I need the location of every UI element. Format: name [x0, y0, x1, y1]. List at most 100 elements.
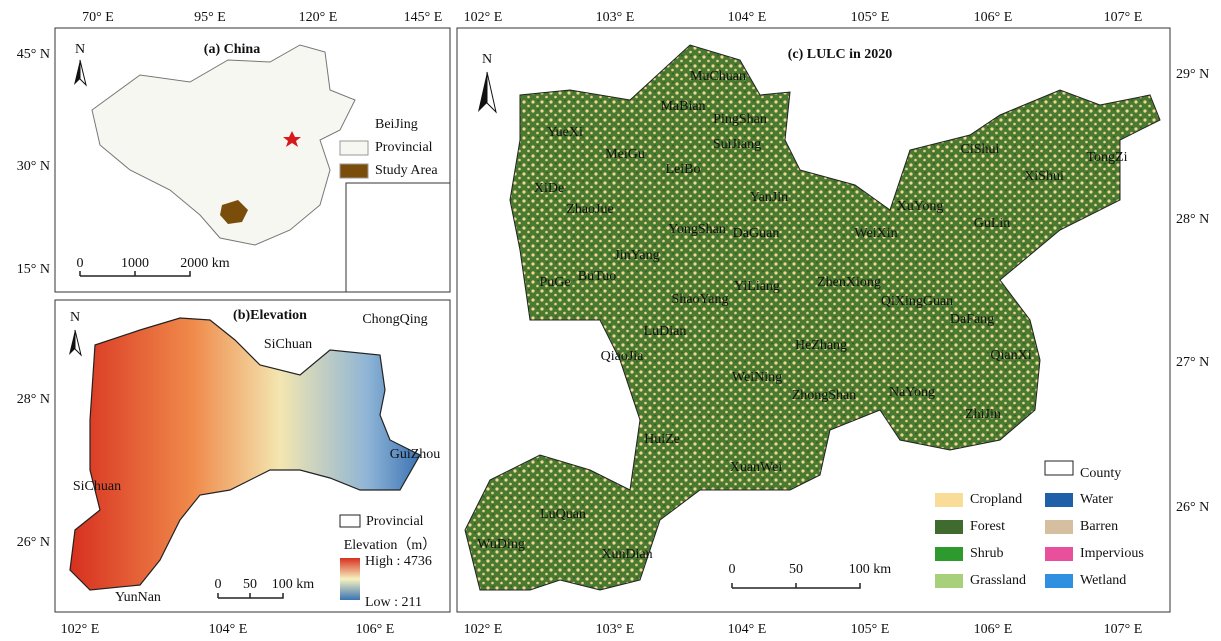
county-label: SuiJiang — [713, 137, 761, 152]
county-label: MuChuan — [690, 69, 746, 84]
legend-label: Impervious — [1080, 546, 1144, 561]
legend-label: Forest — [970, 519, 1005, 534]
legend-swatch — [1045, 520, 1073, 534]
county-label: QiXingGuan — [881, 294, 953, 309]
scale-label: 0 — [77, 256, 84, 271]
legend-title: Elevation（m） — [344, 537, 437, 553]
county-label: ZhaoJue — [566, 202, 613, 217]
county-label: GuLin — [974, 216, 1011, 231]
lat-label: 28° N — [1176, 212, 1209, 227]
county-label: YongShan — [668, 222, 726, 237]
lat-label: 27° N — [1176, 355, 1209, 370]
region-label: SiChuan — [73, 479, 121, 494]
county-label: QianXi — [990, 348, 1031, 363]
north-label: N — [70, 310, 80, 325]
county-label: TongZi — [1086, 150, 1127, 165]
county-label: WeiNing — [732, 370, 782, 385]
lon-label: 102° E — [61, 622, 100, 637]
legend-label: Study Area — [375, 163, 438, 178]
county-label: DaGuan — [733, 226, 780, 241]
region-label: SiChuan — [264, 337, 312, 352]
county-label: YueXi — [547, 125, 583, 140]
north-label: N — [75, 42, 85, 57]
county-label: XuanWei — [730, 460, 783, 475]
lon-label: 120° E — [299, 10, 338, 25]
lat-label: 15° N — [17, 262, 50, 277]
region-label: YunNan — [115, 590, 161, 605]
region-label: ChongQing — [362, 312, 427, 327]
panel-title: (b)Elevation — [233, 308, 307, 323]
panel-title: (c) LULC in 2020 — [788, 47, 893, 62]
lon-label: 104° E — [728, 622, 767, 637]
lon-label: 105° E — [851, 10, 890, 25]
panel-title: (a) China — [204, 42, 260, 57]
lat-label: 26° N — [17, 535, 50, 550]
china-outline — [91, 44, 356, 246]
lon-label: 106° E — [356, 622, 395, 637]
legend-swatch — [935, 520, 963, 534]
county-label: XuYong — [897, 199, 944, 214]
county-label: ZhiJin — [965, 407, 1001, 422]
legend-label: Shrub — [970, 546, 1003, 561]
study-area-shape — [220, 200, 248, 224]
county-label: HuiZe — [644, 432, 680, 447]
legend-label: Provincial — [366, 514, 424, 529]
legend-label: Provincial — [375, 140, 433, 155]
lon-label: 103° E — [596, 622, 635, 637]
lon-label: 104° E — [728, 10, 767, 25]
region-label: GuiZhou — [390, 447, 441, 462]
county-label: DaFang — [950, 312, 994, 327]
lat-label: 28° N — [17, 392, 50, 407]
provincial-swatch — [339, 514, 361, 528]
lon-label: 102° E — [464, 622, 503, 637]
county-label: MaBian — [660, 99, 705, 114]
scale-label: 50 — [789, 562, 803, 577]
legend-swatch — [935, 493, 963, 507]
county-label: LuQuan — [540, 507, 586, 522]
legend-swatch — [339, 140, 369, 156]
legend-swatch — [339, 163, 369, 179]
elevation-surface — [69, 317, 421, 591]
lon-label: 107° E — [1104, 622, 1143, 637]
county-label: ShaoYang — [672, 292, 729, 307]
lon-label: 105° E — [851, 622, 890, 637]
legend-label: Wetland — [1080, 573, 1126, 588]
county-label: WeiXin — [854, 226, 897, 241]
elevation-bar — [340, 558, 360, 600]
lat-label: 29° N — [1176, 67, 1209, 82]
legend-label: Cropland — [970, 492, 1022, 507]
lon-label: 145° E — [404, 10, 443, 25]
lon-label: 103° E — [596, 10, 635, 25]
county-label: JinYang — [614, 248, 659, 263]
legend-label: County — [1080, 466, 1121, 481]
lon-label: 95° E — [194, 10, 226, 25]
legend-label: BeiJing — [375, 117, 418, 132]
scale-label: 0 — [215, 577, 222, 592]
lat-label: 26° N — [1176, 500, 1209, 515]
beijing-star — [283, 131, 301, 147]
county-label: LuDian — [644, 324, 687, 339]
legend-label: Low : 211 — [365, 595, 422, 610]
county-swatch — [1044, 460, 1074, 476]
county-label: WuDing — [477, 537, 525, 552]
north-arrows — [69, 59, 497, 357]
county-label: ZhenXiong — [817, 275, 881, 290]
county-label: YiLiang — [734, 279, 780, 294]
lon-label: 106° E — [974, 622, 1013, 637]
county-label: BuTuo — [578, 269, 616, 284]
lon-label: 106° E — [974, 10, 1013, 25]
county-label: HeZhang — [795, 338, 847, 353]
lon-label: 104° E — [209, 622, 248, 637]
lon-label: 107° E — [1104, 10, 1143, 25]
county-label: XunDian — [601, 547, 652, 562]
legend-label: Water — [1080, 492, 1113, 507]
lon-label: 102° E — [464, 10, 503, 25]
legend-swatch — [1045, 493, 1073, 507]
panel-c — [456, 27, 1171, 613]
scale-bars — [79, 271, 861, 599]
lon-label: 70° E — [82, 10, 114, 25]
county-label: QiaoJia — [601, 349, 645, 364]
county-label: YanJin — [750, 190, 788, 205]
legend-label: High : 4736 — [365, 554, 432, 569]
